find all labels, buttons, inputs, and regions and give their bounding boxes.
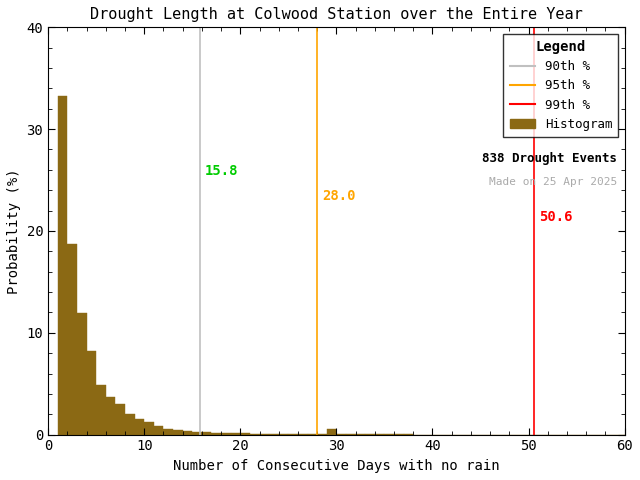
Bar xyxy=(96,385,106,434)
Bar xyxy=(202,432,211,434)
Bar xyxy=(134,420,144,434)
Bar xyxy=(125,414,134,434)
Bar xyxy=(192,432,202,434)
Text: Made on 25 Apr 2025: Made on 25 Apr 2025 xyxy=(489,177,618,187)
Bar xyxy=(163,429,173,434)
Title: Drought Length at Colwood Station over the Entire Year: Drought Length at Colwood Station over t… xyxy=(90,7,583,22)
Text: 28.0: 28.0 xyxy=(322,190,355,204)
Bar xyxy=(154,427,163,434)
Bar xyxy=(58,96,67,434)
Bar xyxy=(221,433,230,434)
Y-axis label: Probability (%): Probability (%) xyxy=(7,168,21,294)
Bar xyxy=(115,404,125,434)
Text: 15.8: 15.8 xyxy=(205,164,238,178)
Bar xyxy=(250,433,259,434)
Text: 50.6: 50.6 xyxy=(539,210,573,224)
Bar xyxy=(144,422,154,434)
Bar xyxy=(327,429,337,434)
Bar xyxy=(240,433,250,434)
Bar xyxy=(230,433,240,434)
Bar xyxy=(211,432,221,434)
X-axis label: Number of Consecutive Days with no rain: Number of Consecutive Days with no rain xyxy=(173,459,500,473)
Bar xyxy=(77,313,86,434)
Legend: 90th %, 95th %, 99th %, Histogram: 90th %, 95th %, 99th %, Histogram xyxy=(504,34,618,137)
Bar xyxy=(182,431,192,434)
Bar xyxy=(67,244,77,434)
Bar xyxy=(173,430,182,434)
Text: 838 Drought Events: 838 Drought Events xyxy=(483,152,618,165)
Bar xyxy=(106,397,115,434)
Bar xyxy=(86,351,96,434)
